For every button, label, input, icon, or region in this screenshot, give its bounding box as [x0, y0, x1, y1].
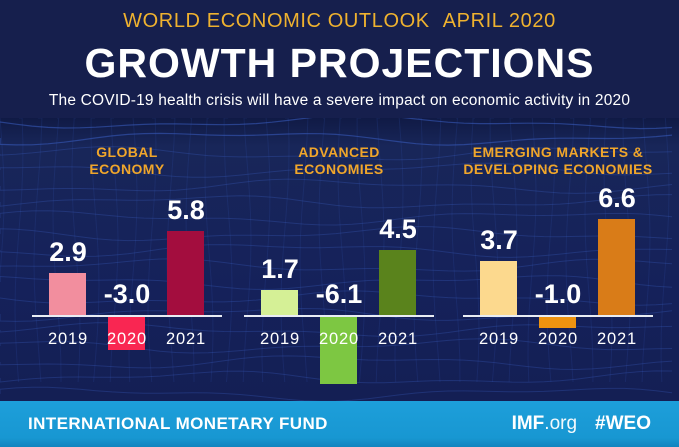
- imf-site-suffix: .org: [544, 413, 578, 434]
- chart-group-global-economy: GLOBAL ECONOMY 2.9 -3.0 5.8 2019 2020 20…: [32, 118, 222, 401]
- group-label-advanced-economies: ADVANCED ECONOMIES: [294, 144, 384, 177]
- bar-global-2019: [49, 273, 86, 315]
- bar-global-2021: [167, 231, 204, 315]
- report-kicker: WORLD ECONOMIC OUTLOOK APRIL 2020: [0, 10, 679, 33]
- bar-advanced-2019: [261, 290, 298, 315]
- year-label-2020: 2020: [319, 330, 359, 348]
- chart-group-emerging-markets: EMERGING MARKETS & DEVELOPING ECONOMIES …: [463, 118, 653, 401]
- year-label-2021: 2021: [597, 330, 637, 348]
- value-label-advanced-2021: 4.5: [379, 214, 417, 244]
- year-label-2019: 2019: [260, 330, 300, 348]
- page-subtitle: The COVID-19 health crisis will have a s…: [48, 92, 631, 109]
- footer-bar: INTERNATIONAL MONETARY FUND IMF .org #WEO: [0, 401, 679, 447]
- report-name: WORLD ECONOMIC OUTLOOK: [123, 10, 430, 32]
- bar-advanced-2021: [379, 250, 416, 315]
- group-label-emerging-markets: EMERGING MARKETS & DEVELOPING ECONOMIES: [463, 144, 653, 177]
- bar-emerging-2021: [598, 219, 635, 315]
- bar-emerging-2019: [480, 261, 517, 315]
- page-title: GROWTH PROJECTIONS: [84, 40, 595, 86]
- bar-advanced-2020: [320, 317, 357, 384]
- weo-hashtag: #WEO: [595, 413, 651, 434]
- imf-site-bold: IMF: [511, 413, 545, 434]
- axis-baseline: [32, 315, 222, 317]
- year-label-2020: 2020: [107, 330, 147, 348]
- bar-emerging-2020: [539, 317, 576, 328]
- group-label-global-economy: GLOBAL ECONOMY: [89, 144, 165, 177]
- value-label-global-2020: -3.0: [103, 279, 151, 309]
- axis-baseline: [244, 315, 434, 317]
- chart-group-advanced-economies: ADVANCED ECONOMIES 1.7 -6.1 4.5 2019 202…: [244, 118, 434, 401]
- value-label-emerging-2020: -1.0: [534, 279, 582, 309]
- year-label-2019: 2019: [48, 330, 88, 348]
- year-label-2021: 2021: [378, 330, 418, 348]
- value-label-advanced-2019: 1.7: [261, 254, 299, 284]
- value-label-emerging-2021: 6.6: [598, 183, 636, 213]
- bar-global-2020: [108, 317, 145, 350]
- report-date: APRIL 2020: [442, 10, 556, 32]
- axis-baseline: [463, 315, 653, 317]
- value-label-global-2021: 5.8: [167, 195, 205, 225]
- year-label-2021: 2021: [166, 330, 206, 348]
- value-label-advanced-2020: -6.1: [315, 279, 363, 309]
- value-label-global-2019: 2.9: [49, 237, 87, 267]
- year-label-2020: 2020: [538, 330, 578, 348]
- value-label-emerging-2019: 3.7: [480, 225, 518, 255]
- imf-org-name: INTERNATIONAL MONETARY FUND: [28, 414, 328, 433]
- year-label-2019: 2019: [479, 330, 519, 348]
- footer-links: IMF .org #WEO: [512, 413, 651, 435]
